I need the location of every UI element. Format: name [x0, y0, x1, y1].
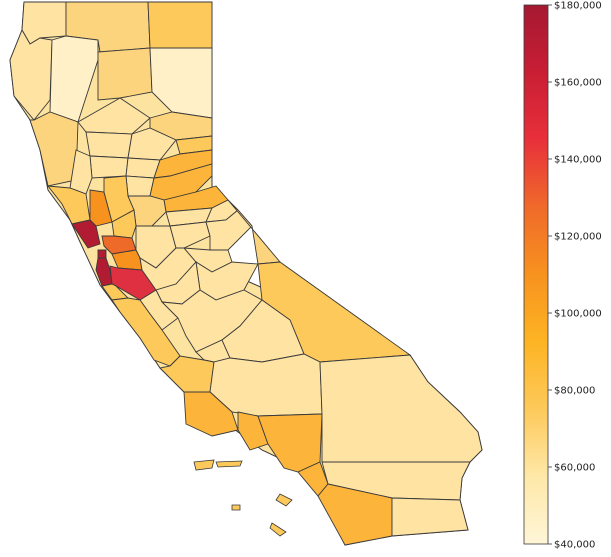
colorbar-tick-label: $120,000 — [554, 232, 602, 243]
colorbar-tick-label: $80,000 — [554, 386, 595, 397]
island — [215, 460, 243, 468]
colorbar-tick-label: $60,000 — [554, 463, 595, 474]
island — [231, 504, 241, 511]
county-calaveras — [169, 221, 211, 249]
colorbar-tick-label: $40,000 — [554, 540, 595, 551]
county-glenn — [85, 131, 133, 159]
island — [269, 522, 287, 537]
county-modoc — [147, 1, 213, 49]
colorbar-gradient — [523, 4, 549, 545]
counties-layer — [9, 1, 483, 546]
county-tehama — [77, 97, 151, 135]
county-san-bernardino — [319, 354, 483, 463]
county-sutter — [125, 175, 155, 197]
county-shasta — [97, 47, 153, 101]
colorbar-tick-label: $180,000 — [554, 1, 602, 12]
county-solano — [111, 209, 137, 239]
county-napa — [89, 189, 113, 227]
county-los-angeles — [257, 413, 323, 473]
county-tuolumne — [205, 209, 253, 251]
county-imperial — [391, 497, 469, 537]
colorbar-tick-label: $160,000 — [554, 78, 602, 89]
colorbar-tick-label: $140,000 — [554, 155, 602, 166]
county-butte — [127, 127, 177, 161]
county-lake — [69, 149, 93, 195]
county-santa-cruz — [101, 283, 129, 301]
county-mono — [227, 199, 281, 265]
colorbar: $180,000 $160,000 $140,000 $120,000 $100,000… — [523, 1, 602, 551]
county-marin — [71, 219, 101, 249]
county-mendocino — [29, 111, 79, 187]
channel-islands — [193, 459, 293, 537]
california-county-map — [9, 1, 483, 546]
county-ventura — [237, 411, 269, 451]
island — [275, 493, 293, 507]
county-colusa — [89, 155, 129, 179]
colorbar-ticks: $180,000 $160,000 $140,000 $120,000 $100,000… — [548, 1, 602, 551]
county-san-francisco — [97, 249, 107, 259]
island — [193, 459, 215, 471]
colorbar-tick-label: $100,000 — [554, 309, 602, 320]
